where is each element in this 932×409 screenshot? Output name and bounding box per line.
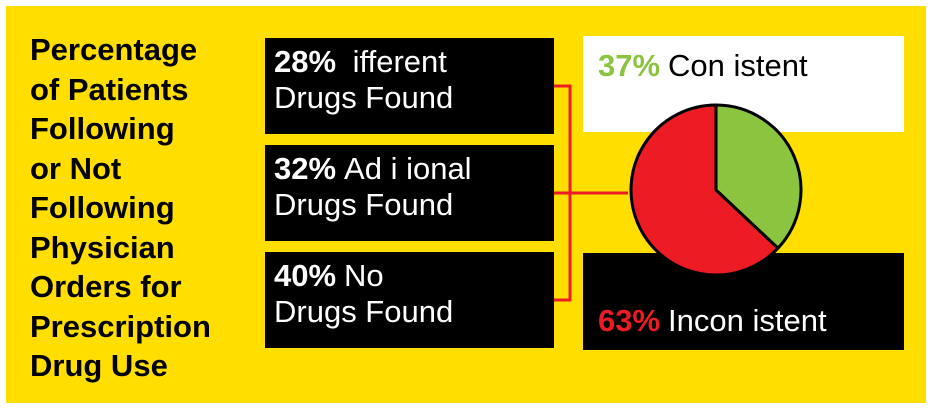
category-box-different: 28% ifferent Drugs Found [265,38,554,134]
pie-slice-consistent [714,103,803,250]
pie-slice-inconsistent [629,103,780,277]
title-line: or Not [30,150,122,186]
category-line-1: 28% ifferent [274,44,554,80]
title-line: Following [30,111,175,146]
consistent-label: Con istent [668,48,808,83]
category-line-1: 32% Ad i ional [274,151,554,187]
title-line: Percentage [30,32,198,67]
inconsistent-percent: 63% [598,303,661,338]
category-line-2: Drugs Found [274,80,454,115]
title-line: Orders for [30,269,182,304]
title-line: Physician [30,229,175,265]
title-line: Drug Use [30,348,168,383]
category-label: Ad i ional [344,151,472,186]
inconsistent-label: Incon istent [668,303,827,338]
category-label: No [344,258,384,293]
category-line-2: Drugs Found [274,294,454,329]
category-line-2: Drugs Found [274,187,454,222]
title-line: Prescription [30,308,211,344]
category-line-1: 40% No [274,258,554,294]
title-line: of Patients [30,71,189,107]
category-label: ifferent [352,44,447,79]
category-percent: 28% [274,44,337,79]
title-line: Following [30,190,175,225]
category-percent: 40% [274,258,337,293]
category-box-additional: 32% Ad i ional Drugs Found [265,145,554,241]
consistent-percent: 37% [598,48,661,83]
chart-title: Percentage of Patients Following or Not … [30,30,255,386]
category-percent: 32% [274,151,337,186]
category-box-none: 40% No Drugs Found [265,252,554,348]
